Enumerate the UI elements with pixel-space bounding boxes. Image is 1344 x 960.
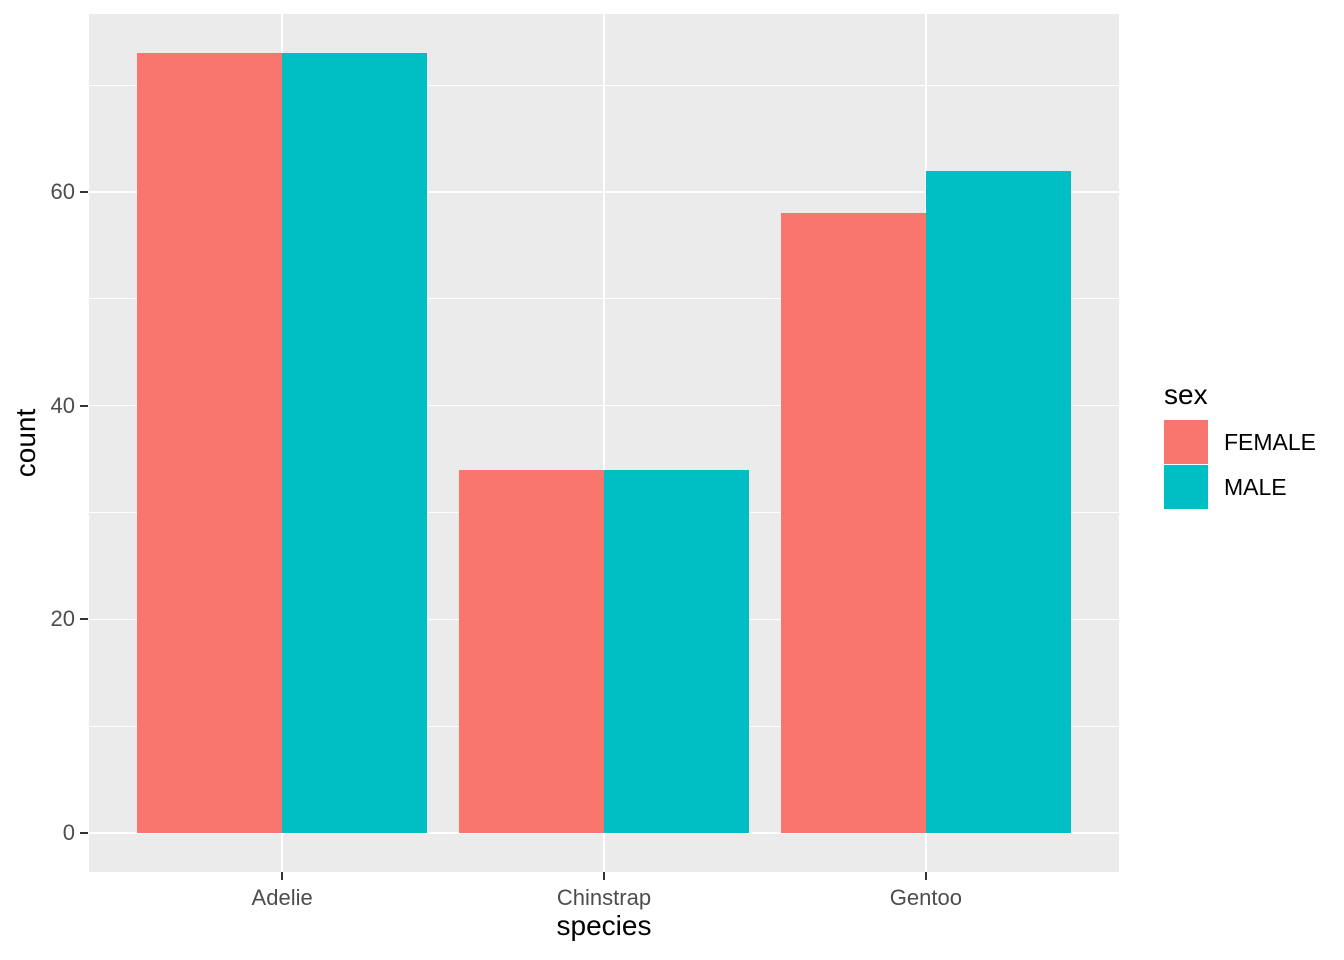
x-tick-label-adelie: Adelie [251,885,313,910]
bar-female-gentoo [781,213,926,833]
y-axis-title: count [10,408,41,478]
x-tick-mark-gentoo [924,872,927,880]
bar-male-chinstrap [604,469,749,833]
y-tick-mark-0 [80,832,88,834]
legend-swatch-female [1164,420,1208,464]
gridline-vert-chinstrap [603,14,605,872]
y-tick-label-0: 0 [62,820,75,845]
legend-label-female: FEMALE [1224,428,1317,455]
y-tick-label-60: 60 [50,178,75,204]
bar-male-adelie [282,53,427,833]
plot-panel [89,14,1119,872]
bar-male-gentoo [925,170,1071,833]
bar-female-adelie [137,53,283,833]
x-tick-mark-chinstrap [603,872,605,880]
x-axis-title: species [556,910,652,941]
x-tick-label-chinstrap: Chinstrap [556,885,652,910]
legend-entries: FEMALE MALE [1164,420,1316,509]
x-tick-mark-adelie [281,872,284,880]
y-tick-label-20: 20 [50,606,75,632]
bar-female-chinstrap [459,469,604,833]
legend-swatch-male [1164,465,1208,509]
legend: sex FEMALE MALE [1164,378,1316,510]
legend-entry-male: MALE [1164,465,1316,509]
y-tick-mark-20 [80,618,88,621]
legend-entry-female: FEMALE [1164,420,1316,464]
y-tick-label-40: 40 [50,392,75,418]
x-tick-label-gentoo: Gentoo [889,885,962,910]
y-tick-mark-40 [80,404,88,407]
legend-label-male: MALE [1224,473,1287,500]
y-tick-mark-60 [80,190,88,193]
legend-title: sex [1164,379,1208,410]
